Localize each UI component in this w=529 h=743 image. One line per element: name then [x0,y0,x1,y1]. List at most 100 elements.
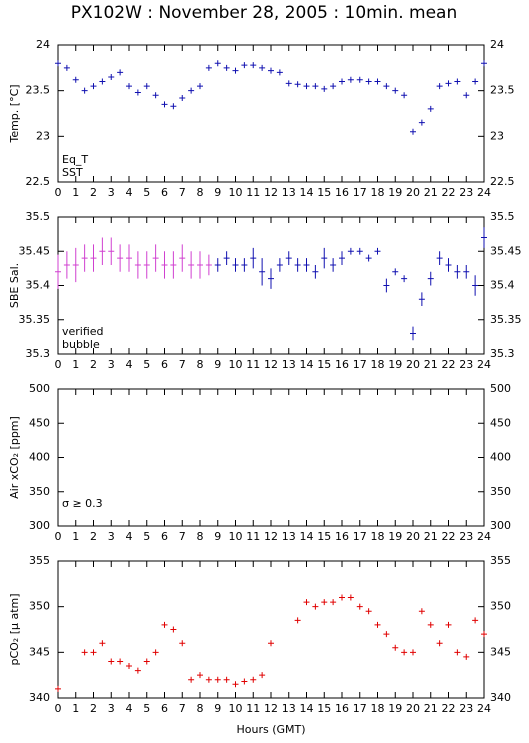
data-point [63,64,70,71]
data-point [197,251,203,279]
x-tick-label: 22 [442,186,456,199]
data-point [205,676,212,683]
data-point [418,608,425,615]
data-point [463,92,470,99]
x-tick-label: 14 [300,702,314,715]
data-point [303,83,310,90]
x-tick-label: 12 [264,702,278,715]
y-tick-label: 35.3 [490,347,515,360]
data-point [392,87,399,94]
data-point [427,271,434,286]
data-point [55,685,61,692]
x-tick-label: 23 [459,702,473,715]
x-tick-label: 17 [353,186,367,199]
data-point [205,64,212,71]
data-point [55,60,61,67]
x-tick-label: 11 [246,702,260,715]
y-tick-label: 355 [29,554,50,567]
x-tick-label: 18 [371,530,385,543]
x-tick-label: 10 [229,702,243,715]
x-tick-label: 15 [317,186,331,199]
data-point [170,251,177,279]
data-point [418,119,425,126]
data-point [339,251,345,265]
x-tick-label: 0 [55,702,62,715]
data-point [232,681,239,688]
data-point [99,640,106,647]
x-tick-label: 7 [179,702,186,715]
x-tick-label: 4 [126,702,133,715]
data-point [126,83,132,90]
data-point [454,78,461,85]
x-tick-label: 19 [388,186,402,199]
x-tick-label: 7 [179,358,186,371]
data-point [161,621,168,628]
data-point [445,258,452,272]
data-point [410,326,416,341]
y-tick-label: 300 [29,519,50,532]
x-tick-label: 7 [179,186,186,199]
data-point [241,258,248,272]
data-point [223,251,230,265]
data-point [374,78,381,85]
data-point [170,626,177,633]
data-point [268,640,274,647]
x-tick-label: 2 [90,702,97,715]
data-point [347,247,354,255]
data-point [108,73,115,80]
data-point [436,83,443,90]
x-tick-label: 1 [72,702,79,715]
data-point [365,608,372,615]
x-tick-label: 15 [317,530,331,543]
x-tick-label: 15 [317,702,331,715]
y-tick-label: 350 [490,485,511,498]
y-tick-label: 23 [36,129,50,142]
data-point [330,83,337,90]
x-tick-label: 10 [229,530,243,543]
x-tick-label: 10 [229,358,243,371]
chart-title: PX102W : November 28, 2005 : 10min. mean [71,3,457,23]
data-point [143,83,150,90]
y-tick-label: 35.3 [26,347,51,360]
data-point [81,87,88,94]
data-point [188,676,195,683]
data-point [232,67,239,74]
data-point [339,78,345,85]
data-point [197,83,203,90]
data-point [188,251,195,279]
data-point [259,64,266,71]
x-tick-label: 5 [143,530,150,543]
x-tick-label: 3 [108,358,115,371]
y-tick-label: 500 [490,382,511,395]
y-tick-label: 345 [490,645,511,658]
data-point [81,244,88,272]
y-tick-label: 22.5 [490,175,515,188]
x-tick-label: 24 [477,358,491,371]
x-tick-label: 1 [72,186,79,199]
x-tick-label: 14 [300,530,314,543]
x-tick-label: 22 [442,702,456,715]
x-tick-label: 13 [282,186,296,199]
data-point [143,658,150,665]
x-tick-label: 19 [388,358,402,371]
data-point [481,227,487,248]
data-point [126,663,132,670]
x-tick-label: 9 [214,186,221,199]
data-point [383,278,390,293]
data-point [72,247,79,283]
y-tick-label: 35.4 [490,279,515,292]
x-tick-label: 10 [229,186,243,199]
x-tick-label: 9 [214,530,221,543]
data-point [205,254,212,276]
x-tick-label: 20 [406,358,420,371]
data-point [356,76,363,83]
data-point [152,649,159,656]
x-tick-label: 16 [335,530,349,543]
x-axis-label: Hours (GMT) [236,723,305,736]
data-point [259,258,266,286]
x-tick-label: 8 [197,358,204,371]
x-tick-label: 7 [179,530,186,543]
y-axis-label: Temp. [°C] [8,84,21,143]
x-tick-label: 17 [353,358,367,371]
